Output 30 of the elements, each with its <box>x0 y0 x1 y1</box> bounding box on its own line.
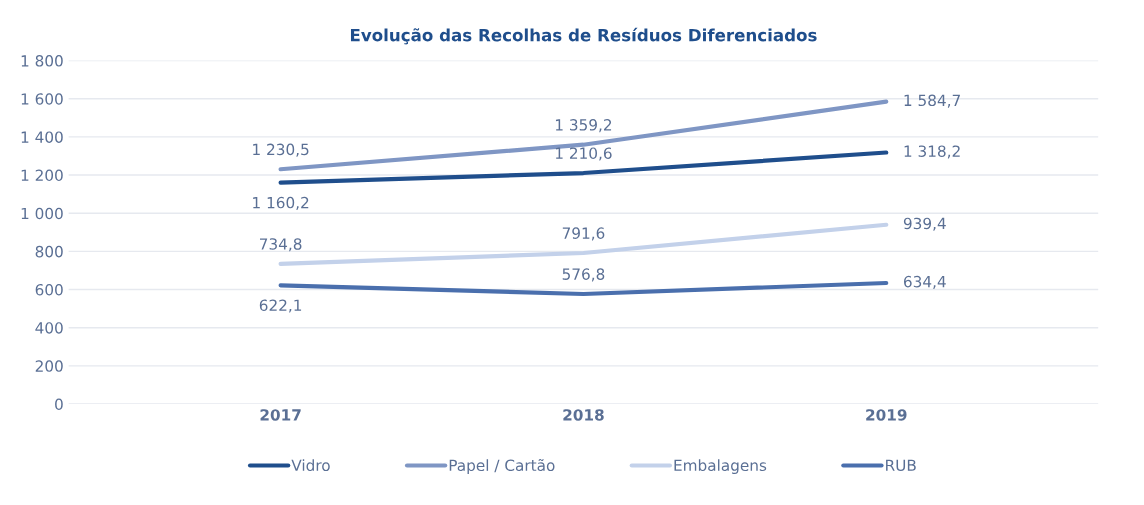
y-tick-label: 1 000 <box>21 207 63 220</box>
data-label: 634,4 <box>904 275 946 289</box>
data-label: 1 359,2 <box>555 119 612 133</box>
y-tick-label: 1 800 <box>21 55 63 67</box>
x-tick-label: 2019 <box>866 409 907 421</box>
data-label: 1 210,6 <box>555 147 612 161</box>
legend-label: RUB <box>886 459 916 472</box>
legend-label: Papel / Cartão <box>449 458 555 474</box>
x-tick-label: 2017 <box>260 409 301 421</box>
data-label: 939,4 <box>903 217 946 231</box>
y-tick-label: 1 600 <box>21 93 63 105</box>
x-tick-label: 2018 <box>563 409 604 421</box>
y-tick-label: 800 <box>35 245 63 258</box>
data-label: 791,6 <box>562 227 605 241</box>
y-tick-label: 1 200 <box>21 169 63 182</box>
y-tick-label: 400 <box>35 322 63 334</box>
legend-label: Embalagens <box>674 459 767 474</box>
legend-label: Vidro <box>291 459 330 472</box>
data-label: 576,8 <box>562 268 605 282</box>
y-tick-label: 200 <box>35 360 63 372</box>
y-tick-label: 1 400 <box>21 131 63 143</box>
data-label: 1 584,7 <box>904 94 960 108</box>
data-label: 622,1 <box>259 299 302 313</box>
y-tick-label: 600 <box>35 284 63 296</box>
data-label: 1 318,2 <box>904 145 960 159</box>
data-label: 734,8 <box>260 238 302 252</box>
data-label: 1 160,2 <box>253 196 309 210</box>
data-label: 1 230,5 <box>253 143 309 157</box>
chart-title: Evolução das Recolhas de Resíduos Diferenciados <box>350 27 817 45</box>
y-tick-label: 0 <box>55 398 63 411</box>
